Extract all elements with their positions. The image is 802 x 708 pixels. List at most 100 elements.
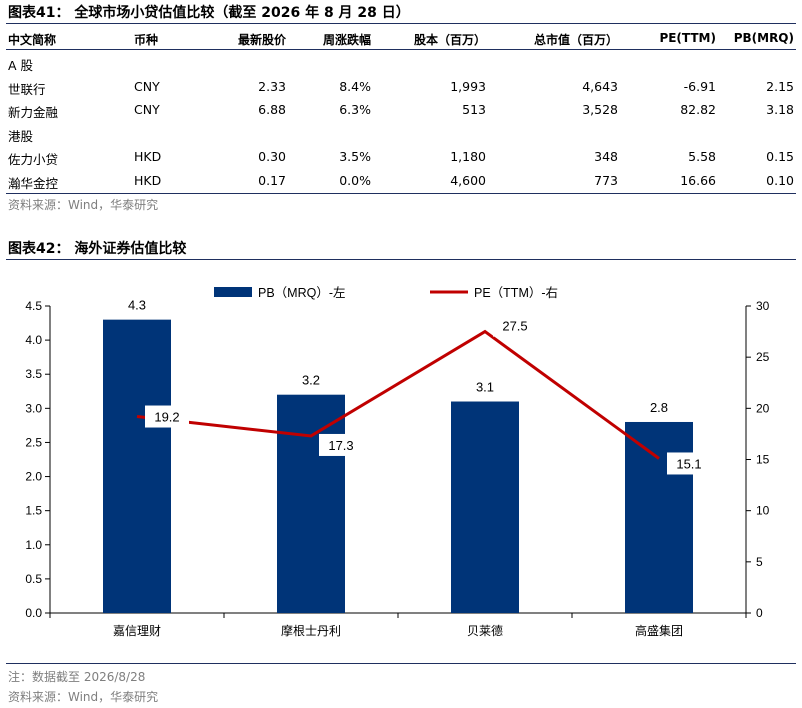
bar-value-label: 2.8: [650, 400, 668, 415]
table-row: 佐力小贷 HKD 0.30 3.5% 1,180 348 5.58 0.15: [6, 146, 796, 170]
header-pb: PB(MRQ): [733, 31, 794, 45]
left-axis-tick-label: 1.0: [25, 538, 42, 552]
header-shares: 股本（百万）: [413, 33, 486, 47]
bar-pb: [103, 319, 171, 613]
header-pe: PE(TTM): [659, 31, 716, 45]
figure-bottom-rule: [6, 663, 796, 664]
cell-currency: CNY: [134, 78, 160, 94]
cell-change: 0.0%: [339, 172, 371, 188]
cell-pe: 82.82: [680, 102, 716, 117]
header-change: 周涨跌幅: [322, 33, 371, 47]
table-bottom-rule: [6, 193, 796, 194]
pb-pe-combo-chart: 0.0 0.5 1.0 1.5 2.0 2.5 3.0 3.5 4.0 4.5 0 5 10 15 20 25…: [25, 285, 770, 638]
cell-shares: 1,180: [450, 149, 486, 164]
bar-pb: [277, 394, 345, 613]
left-axis-tick-label: 3.0: [25, 401, 42, 415]
cell-shares: 1,993: [450, 78, 486, 94]
line-label-box: [493, 314, 537, 337]
right-axis-tick-label: 30: [756, 299, 770, 313]
table-header-row: 中文简称 币种 最新股价 周涨跌幅 股本（百万） 总市值（百万） PE(TTM)…: [6, 26, 796, 50]
right-axis-tick-label: 15: [756, 453, 770, 467]
cell-name: 世联行: [8, 81, 46, 97]
right-axis-tick-label: 20: [756, 401, 770, 415]
left-axis-tick-label: 2.5: [25, 435, 42, 449]
cell-price: 0.17: [258, 172, 286, 188]
left-axis-tick-label: 4.0: [25, 333, 42, 347]
bar-value-label: 3.1: [476, 380, 494, 395]
figure-42-caption: 图表42： 海外证券估值比较: [8, 241, 187, 257]
cell-currency: HKD: [134, 149, 162, 164]
cell-mktcap: 4,643: [582, 78, 618, 94]
group-label: A 股: [8, 58, 34, 73]
figure-42-note: 注：数据截至 2026/8/28: [8, 670, 146, 684]
cell-price: 2.33: [258, 78, 286, 94]
table-row: 新力金融 CNY 6.88 6.3% 513 3,528 82.82 3.18: [6, 99, 796, 123]
cell-pb: 0.10: [766, 172, 794, 188]
cell-shares: 513: [462, 102, 486, 117]
right-axis-tick-label: 5: [756, 555, 763, 569]
cell-currency: HKD: [134, 172, 162, 188]
table-group-row: 港股: [6, 123, 796, 147]
figure-42-caption-bar: 图表42： 海外证券估值比较: [6, 238, 796, 260]
cell-pe: 16.66: [680, 172, 716, 188]
left-axis-tick-label: 2.0: [25, 470, 42, 484]
cell-price: 0.30: [258, 149, 286, 164]
cell-price: 6.88: [258, 102, 286, 117]
line-label-box: [145, 405, 189, 428]
cell-pb: 2.15: [766, 78, 794, 94]
header-name: 中文简称: [8, 33, 57, 47]
legend-line-label: PE（TTM）-右: [474, 285, 558, 300]
table-group-row: A 股: [6, 52, 796, 76]
line-label-box: [667, 452, 711, 475]
cell-name: 瀚华金控: [8, 175, 59, 191]
cell-change: 8.4%: [339, 78, 371, 94]
legend-bar-swatch: [214, 287, 252, 297]
cell-name: 佐力小贷: [8, 152, 59, 167]
table-41-caption: 图表41： 全球市场小贷估值比较（截至 2026 年 8 月 28 日）: [8, 5, 410, 21]
cell-name: 新力金融: [8, 105, 59, 120]
right-axis-tick-label: 0: [756, 606, 763, 620]
left-axis-tick-label: 0.5: [25, 572, 42, 586]
line-value-label: 17.3: [328, 438, 353, 453]
left-axis-tick-label: 3.5: [25, 367, 42, 381]
line-value-label: 15.1: [676, 456, 701, 471]
cell-change: 6.3%: [339, 102, 371, 117]
cell-mktcap: 3,528: [582, 102, 618, 117]
x-category-label: 嘉信理财: [113, 624, 161, 638]
table-41-source: 资料来源：Wind，华泰研究: [8, 198, 159, 212]
right-axis-tick-label: 25: [756, 350, 770, 364]
cell-pe: 5.58: [688, 149, 716, 164]
line-pe: [136, 329, 660, 460]
cell-mktcap: 348: [594, 149, 618, 164]
group-label: 港股: [8, 128, 34, 144]
bar-value-label: 4.3: [128, 298, 146, 313]
table-row: 瀚华金控 HKD 0.17 0.0% 4,600 773 16.66 0.10: [6, 170, 796, 194]
left-axis-tick-label: 4.5: [25, 299, 42, 313]
x-category-label: 摩根士丹利: [281, 623, 341, 638]
line-value-label: 19.2: [154, 410, 179, 425]
cell-pe: -6.91: [683, 78, 716, 94]
bar-value-label: 3.2: [302, 373, 320, 388]
left-axis-tick-label: 1.5: [25, 504, 42, 518]
header-price: 最新股价: [237, 33, 286, 47]
bar-pb: [451, 401, 519, 613]
table-41-caption-bar: 图表41： 全球市场小贷估值比较（截至 2026 年 8 月 28 日）: [6, 2, 796, 24]
bar-pb: [625, 421, 693, 613]
header-currency: 币种: [134, 33, 159, 47]
cell-shares: 4,600: [450, 172, 486, 188]
cell-pb: 0.15: [766, 149, 794, 164]
cell-mktcap: 773: [594, 172, 618, 188]
cell-currency: CNY: [134, 102, 160, 117]
left-axis-tick-label: 0.0: [25, 606, 42, 620]
table-row: 世联行 CNY 2.33 8.4% 1,993 4,643 -6.91 2.15: [6, 76, 796, 100]
line-label-box: [319, 433, 363, 456]
line-value-label: 27.5: [502, 319, 527, 334]
figure-42-source: 资料来源：Wind，华泰研究: [8, 690, 159, 704]
x-category-label: 贝莱德: [467, 623, 503, 638]
x-category-label: 高盛集团: [635, 623, 683, 638]
legend-bar-label: PB（MRQ）-左: [258, 285, 346, 300]
right-axis-tick-label: 10: [756, 504, 770, 518]
cell-change: 3.5%: [339, 149, 371, 164]
header-mktcap: 总市值（百万）: [533, 33, 618, 47]
cell-pb: 3.18: [766, 102, 794, 117]
